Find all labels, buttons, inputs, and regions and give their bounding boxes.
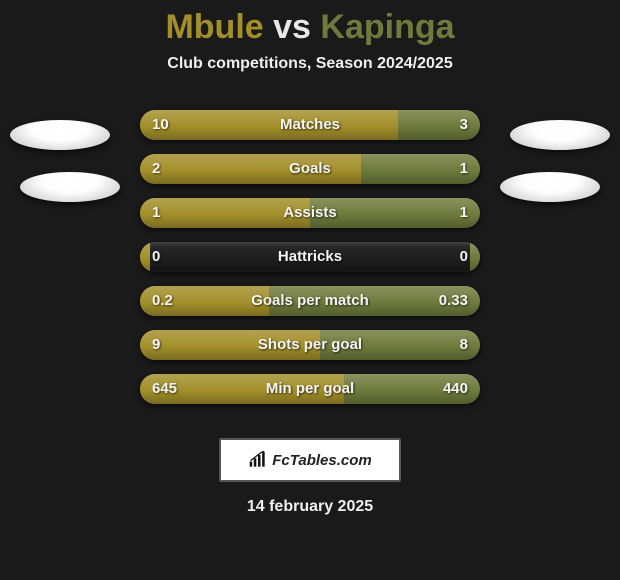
value-left: 9 (152, 330, 160, 360)
bar-track (140, 330, 480, 360)
value-right: 0.33 (439, 286, 468, 316)
value-left: 0.2 (152, 286, 173, 316)
bar-right (310, 198, 480, 228)
stat-row: 103Matches (0, 110, 620, 140)
bar-track (140, 110, 480, 140)
stat-row: 00Hattricks (0, 242, 620, 272)
value-left: 10 (152, 110, 169, 140)
comparison-infographic: Mbule vs Kapinga Club competitions, Seas… (0, 0, 620, 580)
comparison-bars: 103Matches21Goals11Assists00Hattricks0.2… (0, 110, 620, 418)
subtitle: Club competitions, Season 2024/2025 (0, 55, 620, 73)
bar-left (140, 198, 310, 228)
stat-row: 98Shots per goal (0, 330, 620, 360)
value-left: 2 (152, 154, 160, 184)
bar-chart-icon (248, 451, 268, 469)
bar-track (140, 154, 480, 184)
stat-row: 0.20.33Goals per match (0, 286, 620, 316)
value-left: 645 (152, 374, 177, 404)
stat-row: 645440Min per goal (0, 374, 620, 404)
bar-right (470, 242, 480, 272)
bar-track (140, 374, 480, 404)
bar-track (140, 242, 480, 272)
title-vs: vs (273, 8, 311, 46)
bar-left (140, 242, 150, 272)
stat-row: 21Goals (0, 154, 620, 184)
date-line: 14 february 2025 (0, 498, 620, 516)
title-player1: Mbule (165, 8, 263, 46)
value-right: 440 (443, 374, 468, 404)
title-player2: Kapinga (320, 8, 454, 46)
bar-left (140, 110, 398, 140)
bar-track (140, 198, 480, 228)
value-right: 0 (460, 242, 468, 272)
bar-left (140, 154, 361, 184)
value-right: 8 (460, 330, 468, 360)
source-logo: FcTables.com (219, 438, 401, 482)
bar-left (140, 330, 320, 360)
logo-text: FcTables.com (272, 452, 371, 469)
bar-track (140, 286, 480, 316)
page-title: Mbule vs Kapinga (0, 0, 620, 47)
value-right: 1 (460, 154, 468, 184)
bar-right (320, 330, 480, 360)
value-left: 0 (152, 242, 160, 272)
value-right: 1 (460, 198, 468, 228)
stat-row: 11Assists (0, 198, 620, 228)
value-right: 3 (460, 110, 468, 140)
value-left: 1 (152, 198, 160, 228)
